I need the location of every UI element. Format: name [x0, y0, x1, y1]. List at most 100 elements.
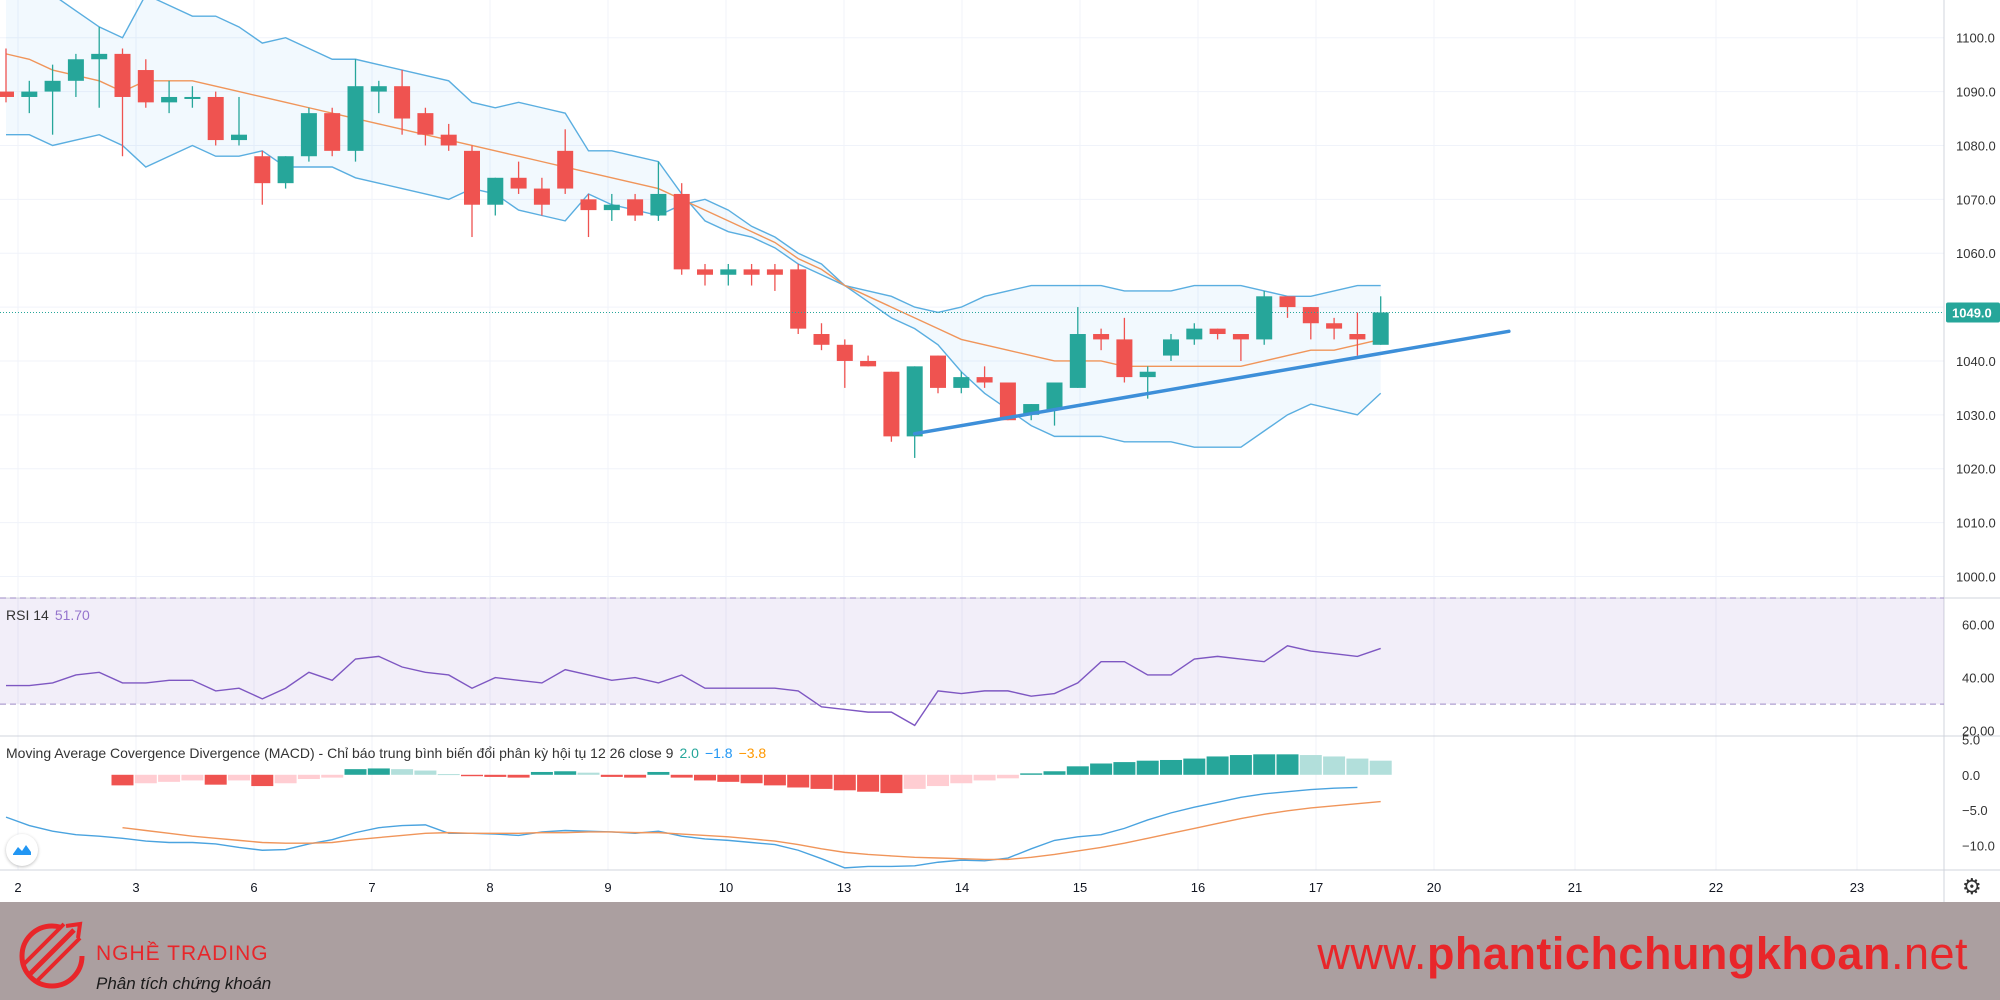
candle-body	[0, 91, 14, 97]
macd-histogram-bar	[927, 774, 949, 787]
time-axis-tick-label: 10	[719, 880, 733, 895]
macd-histogram-bar	[810, 774, 833, 789]
bollinger-upper-line	[59, 0, 1381, 314]
candle	[533, 177, 550, 216]
candle-body	[766, 269, 783, 275]
rsi-axis-tick-label: 60.00	[1962, 618, 1995, 633]
tradingview-logo-button[interactable]	[6, 834, 38, 866]
candle	[1116, 317, 1133, 383]
candle	[114, 48, 131, 157]
price-axis-tick-label: 1030.0	[1956, 408, 1996, 423]
candle-body	[21, 91, 38, 97]
candle-body	[673, 193, 690, 270]
bollinger-band-fill	[6, 0, 1381, 448]
candle	[860, 355, 877, 367]
time-axis-tick-label: 20	[1427, 880, 1441, 895]
candle	[720, 263, 737, 286]
candle-body	[487, 177, 504, 205]
candle-body	[603, 204, 620, 211]
candle-body	[417, 113, 434, 135]
macd-histogram-bar	[996, 774, 1019, 779]
macd-histogram-bar	[530, 771, 553, 775]
macd-histogram-bar	[740, 774, 763, 784]
candle-body	[557, 150, 574, 189]
macd-histogram-bar	[903, 774, 926, 789]
macd-histogram-bar	[1346, 758, 1369, 775]
website-prefix: www.	[1317, 928, 1427, 979]
macd-histogram-bar	[717, 774, 740, 782]
candle-body	[347, 86, 364, 151]
gear-icon[interactable]: ⚙	[1962, 874, 1982, 899]
candle	[906, 366, 923, 458]
candle-body	[1139, 371, 1156, 378]
macd-histogram-bar	[391, 769, 414, 775]
candle	[417, 107, 434, 146]
time-axis-tick-label: 7	[368, 880, 375, 895]
candle-body	[976, 377, 993, 383]
macd-histogram-bar	[973, 774, 996, 781]
macd-axis-tick-label: 5.0	[1962, 733, 1980, 748]
candle-body	[137, 70, 154, 103]
macd-histogram-bar	[950, 774, 973, 784]
website-suffix: .net	[1890, 928, 1968, 979]
candle-body	[254, 156, 271, 184]
price-axis-tick-label: 1100.0	[1956, 31, 1995, 46]
candle-body	[743, 269, 760, 275]
candle	[1209, 328, 1226, 340]
candle-body	[91, 53, 108, 60]
candle-body	[627, 199, 644, 216]
macd-line-value: −1.8	[704, 745, 733, 761]
candle	[790, 263, 807, 335]
candle-body	[464, 150, 480, 205]
macd-histogram-bar	[1229, 755, 1252, 775]
macd-histogram-bar	[344, 769, 367, 775]
rsi-band-fill	[0, 598, 1944, 705]
time-axis-tick-label: 6	[250, 880, 257, 895]
macd-histogram-bar	[1113, 762, 1136, 775]
price-axis-tick-label: 1080.0	[1956, 138, 1996, 153]
candle-body	[1093, 334, 1110, 340]
candle	[836, 339, 853, 388]
website-url[interactable]: www.phantichchungkhoan.net	[1317, 928, 1968, 980]
time-axis-tick-label: 14	[955, 880, 969, 895]
candle-body	[1069, 334, 1086, 388]
candle	[91, 26, 108, 108]
macd-histogram-bar	[251, 774, 274, 787]
candle-body	[1186, 328, 1203, 340]
macd-axis-tick-label: 0.0	[1962, 768, 1980, 783]
brand-tagline: Phân tích chứng khoán	[96, 974, 272, 993]
candle-body	[813, 334, 830, 345]
candle-body	[533, 188, 550, 205]
macd-histogram-bar	[274, 774, 297, 784]
candle	[1279, 296, 1296, 318]
candle-body	[231, 134, 247, 141]
price-axis-tick-label: 1090.0	[1956, 85, 1996, 100]
candle	[347, 59, 364, 162]
candle	[1302, 307, 1319, 340]
candle	[370, 80, 387, 114]
candle-body	[67, 59, 84, 81]
candle-body	[1232, 334, 1249, 340]
time-axis-tick-label: 23	[1850, 880, 1864, 895]
candle	[883, 371, 900, 442]
candle	[1232, 334, 1249, 361]
macd-legend: Moving Average Covergence Divergence (MA…	[6, 745, 766, 761]
candle	[1186, 323, 1203, 345]
rsi-line	[6, 645, 1381, 727]
candle-body	[697, 269, 713, 275]
macd-histogram-bar	[1066, 766, 1089, 775]
macd-histogram-bar	[158, 774, 181, 782]
macd-histogram-bar	[1299, 755, 1322, 775]
macd-histogram-bar	[577, 772, 600, 775]
candle-body	[1116, 339, 1133, 378]
price-chart-area[interactable]: 1000.01010.01020.01030.01040.01050.01060…	[0, 0, 2000, 902]
candle	[137, 59, 154, 108]
macd-histogram-bar	[833, 774, 856, 791]
candle	[464, 145, 480, 238]
candle-body	[1209, 328, 1226, 335]
rsi-axis-tick-label: 20.00	[1962, 724, 1995, 739]
macd-histogram-bar	[1043, 771, 1066, 775]
time-axis-tick-label: 13	[837, 880, 851, 895]
macd-histogram-bar	[1020, 773, 1043, 775]
macd-histogram-bar	[1369, 760, 1392, 775]
